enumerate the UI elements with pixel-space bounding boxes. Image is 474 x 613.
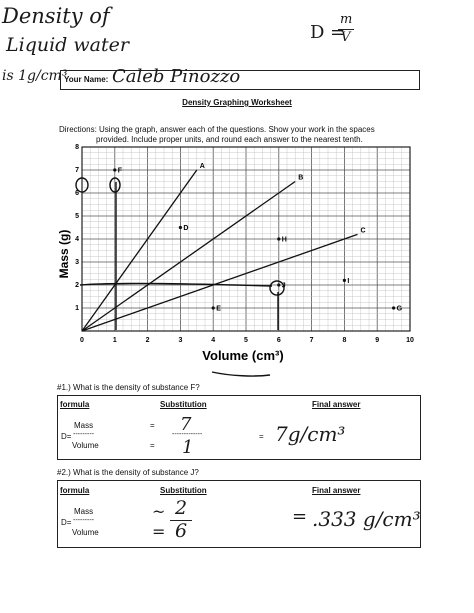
q2-handwritten-sub-bottom: 6 (175, 520, 188, 542)
handwritten-chart-annotations (75, 177, 285, 377)
line-a (81, 169, 198, 332)
q2-handwritten-answer: .333 g/cm³ (312, 507, 421, 531)
q2-col-formula: formula (60, 486, 90, 495)
name-box (60, 70, 420, 90)
line-label-b: B (298, 175, 303, 182)
point-e (211, 306, 215, 310)
q2-handwritten-eq-top: ~ (152, 502, 166, 521)
q1-col-formula: formula (60, 400, 90, 409)
q2-col-final: Final answer (312, 486, 361, 495)
x-tick-label: 9 (375, 337, 379, 344)
x-tick-label: 4 (211, 337, 215, 344)
circle-annotation-j (269, 280, 285, 296)
x-tick-label: 0 (80, 337, 84, 344)
y-tick-label: 4 (75, 236, 79, 243)
student-name: Caleb Pinozzo (112, 66, 241, 87)
q1-eq-top: = (150, 421, 155, 430)
line-c (81, 233, 358, 332)
point-label-g: G (397, 306, 403, 313)
point-label-e: E (216, 306, 221, 313)
x-tick-label: 1 (113, 337, 117, 344)
handwritten-note-line3: is 1g/cm³ (2, 68, 68, 84)
point-label-h: H (282, 237, 287, 244)
point-label-j: J (282, 283, 286, 290)
point-label-f: F (118, 168, 123, 175)
q2-answer-box (57, 480, 421, 548)
chart-ticks: 0 1 2 3 4 5 6 7 8 9 10 1 2 3 4 5 6 7 8 (75, 144, 414, 344)
q1-d-eq: D= (61, 432, 72, 441)
x-tick-label: 2 (146, 337, 150, 344)
q1-col-final: Final answer (312, 400, 361, 409)
q2-handwritten-sub-top: 2 (175, 497, 188, 519)
q2-handwritten-fraction-bar (170, 520, 192, 521)
q2-volume: Volume (72, 528, 99, 537)
handwritten-note-line2: Liquid water (6, 34, 129, 56)
circle-annotation-y7 (75, 177, 89, 193)
directions-line1: Directions: Using the graph, answer each… (59, 125, 375, 134)
q1-handwritten-sub-top: 7 (180, 414, 192, 435)
y-tick-label: 7 (75, 167, 79, 174)
q1-col-substitution: Substitution (160, 400, 207, 409)
y-tick-label: 2 (75, 282, 79, 289)
x-tick-label: 5 (244, 337, 248, 344)
q1-handwritten-answer: 7g/cm³ (275, 422, 346, 446)
q1-final-eq: = (259, 432, 264, 441)
point-f (113, 168, 117, 172)
y-axis-label: Mass (g) (57, 230, 71, 279)
point-d (178, 225, 182, 230)
point-j (277, 283, 281, 287)
point-i (342, 278, 346, 282)
q2-handwritten-eq-final: = (292, 506, 308, 527)
x-tick-label: 10 (406, 337, 414, 344)
line-b (81, 180, 296, 332)
handwritten-formula-fraction-bar (338, 29, 354, 30)
name-label: Your Name: (64, 75, 109, 84)
q1-prompt: #1.) What is the density of substance F? (57, 383, 200, 392)
x-tick-label: 3 (178, 337, 182, 344)
x-tick-label: 7 (310, 337, 314, 344)
chart-lines: A B C (81, 163, 366, 332)
line-label-a: A (200, 163, 205, 170)
q1-handwritten-sub-bottom: 1 (182, 437, 194, 458)
x-tick-label: 8 (342, 337, 346, 344)
q1-dashes: --------- (73, 431, 94, 438)
horizontal-line-y2 (79, 282, 273, 287)
y-tick-label: 3 (75, 259, 79, 266)
directions-line2: provided. Include proper units, and roun… (96, 135, 363, 144)
y-tick-label: 5 (75, 213, 79, 220)
q2-handwritten-eq-bottom: = (152, 522, 166, 541)
point-label-d: D (183, 225, 188, 232)
point-h (277, 237, 281, 241)
q2-d-eq: D= (61, 518, 72, 527)
chart-points: F D H I J E G (113, 168, 403, 313)
handwritten-formula-numerator: m (340, 12, 353, 27)
line-label-c: C (361, 227, 366, 234)
plot-frame (81, 146, 411, 332)
y-tick-label: 8 (75, 144, 79, 151)
handwritten-formula-denominator: V (341, 30, 351, 45)
handwritten-note-line1: Density of (2, 4, 110, 28)
q1-answer-box (57, 395, 421, 460)
circle-annotation-f (109, 177, 121, 193)
q2-col-substitution: Substitution (160, 486, 207, 495)
y-tick-label: 1 (75, 305, 79, 312)
q2-prompt: #2.) What is the density of substance J? (57, 468, 199, 477)
x-axis-label: Volume (cm³) (202, 348, 283, 363)
x-tick-label: 6 (277, 337, 281, 344)
underline-x-label (211, 371, 271, 377)
worksheet-title: Density Graphing Worksheet (182, 98, 292, 107)
q1-volume: Volume (72, 441, 99, 450)
q1-eq-bottom: = (150, 441, 155, 450)
q1-sub-dashes: ------------- (172, 431, 203, 438)
chart-grid (81, 146, 411, 332)
q2-mass: Mass (74, 507, 94, 516)
chart-axes (81, 146, 411, 332)
point-label-i: I (347, 278, 349, 285)
y-tick-label: 6 (75, 190, 79, 197)
q2-dashes: --------- (73, 517, 94, 524)
point-g (392, 306, 396, 310)
handwritten-formula-lhs: D = (310, 22, 346, 43)
q1-mass: Mass (74, 421, 94, 430)
